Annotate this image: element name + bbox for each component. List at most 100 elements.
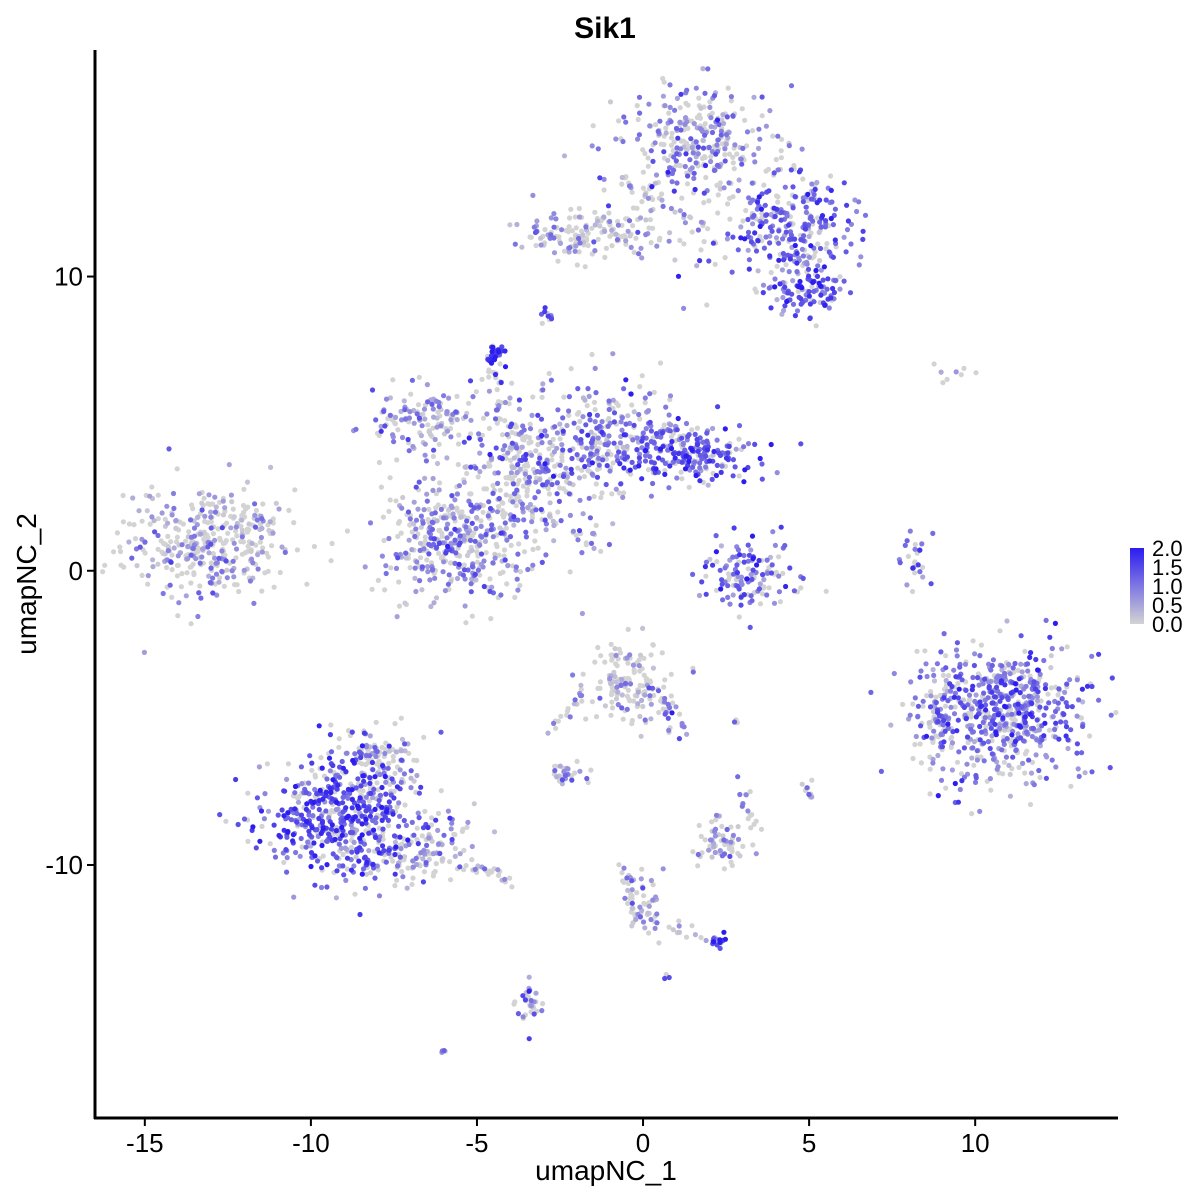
data-point [517,466,523,472]
data-point [418,433,424,439]
data-point [592,365,598,371]
data-point [654,911,660,917]
data-point [367,733,373,739]
data-point [540,381,546,387]
data-point [620,494,626,500]
data-point [464,824,470,830]
data-point [230,506,236,512]
data-point [223,818,229,824]
data-point [828,187,834,193]
data-point [619,692,625,698]
data-point [462,464,468,470]
data-point [643,447,649,454]
data-point [281,859,287,866]
data-point [977,737,983,743]
data-point [120,519,126,525]
data-point [1055,692,1061,698]
data-point [815,215,821,221]
data-point [607,99,614,105]
data-point [379,817,385,824]
data-point [1041,657,1047,664]
data-point [629,189,635,195]
data-point [750,128,756,134]
data-point [152,529,158,535]
data-point [790,278,796,284]
data-point [1010,754,1016,760]
data-point [678,469,684,475]
data-point [431,447,437,453]
data-point [215,526,221,532]
data-point [766,585,772,591]
data-point [239,534,245,540]
data-point [683,934,690,940]
data-point [202,513,208,519]
data-point [443,526,450,532]
data-point [659,650,665,656]
data-point [328,749,335,755]
data-point [593,481,599,487]
data-point [363,871,370,877]
data-point [635,229,641,235]
data-point [259,588,265,594]
data-point [783,262,789,268]
data-point [601,214,607,220]
data-point [920,574,926,580]
data-point [666,238,672,244]
data-point [357,911,363,918]
data-point [285,810,291,816]
data-point [1027,801,1034,808]
data-point [708,154,714,160]
data-point [515,587,521,593]
data-point [926,720,932,726]
data-point [642,150,648,157]
data-point [565,229,572,235]
data-point [525,566,531,573]
data-point [457,540,463,546]
data-point [905,553,912,560]
data-point [498,592,504,598]
data-point [713,549,720,555]
data-point [512,999,518,1005]
data-point [725,231,731,237]
data-point [912,546,918,552]
data-point [957,786,963,793]
data-point [502,399,508,406]
x-tick-label: -5 [465,1128,488,1158]
data-point [698,247,704,253]
data-point [713,812,720,818]
data-point [376,837,382,843]
data-point [507,222,513,228]
data-point [748,825,754,831]
data-point [126,539,132,545]
data-point [587,417,593,423]
data-point [496,403,502,409]
data-point [801,233,807,239]
data-point [378,423,384,429]
data-point [399,736,406,742]
data-point [403,550,409,556]
data-point [1008,690,1014,696]
data-point [590,530,597,537]
data-point [817,219,823,225]
data-point [642,395,648,401]
data-point [786,269,792,275]
data-point [375,867,381,873]
data-point [174,573,180,579]
data-point [1013,687,1019,693]
data-point [431,600,437,606]
data-point [938,369,944,375]
data-point [252,512,258,518]
data-point [352,751,358,757]
data-point [650,642,656,648]
data-point [700,145,707,151]
data-point [363,794,369,800]
data-point [1069,704,1075,710]
data-point [402,407,408,413]
data-point [438,555,444,561]
data-point [416,790,422,796]
data-point [202,518,208,525]
data-point [399,505,405,511]
data-point [677,711,683,717]
data-point [397,767,403,773]
data-point [191,533,197,539]
